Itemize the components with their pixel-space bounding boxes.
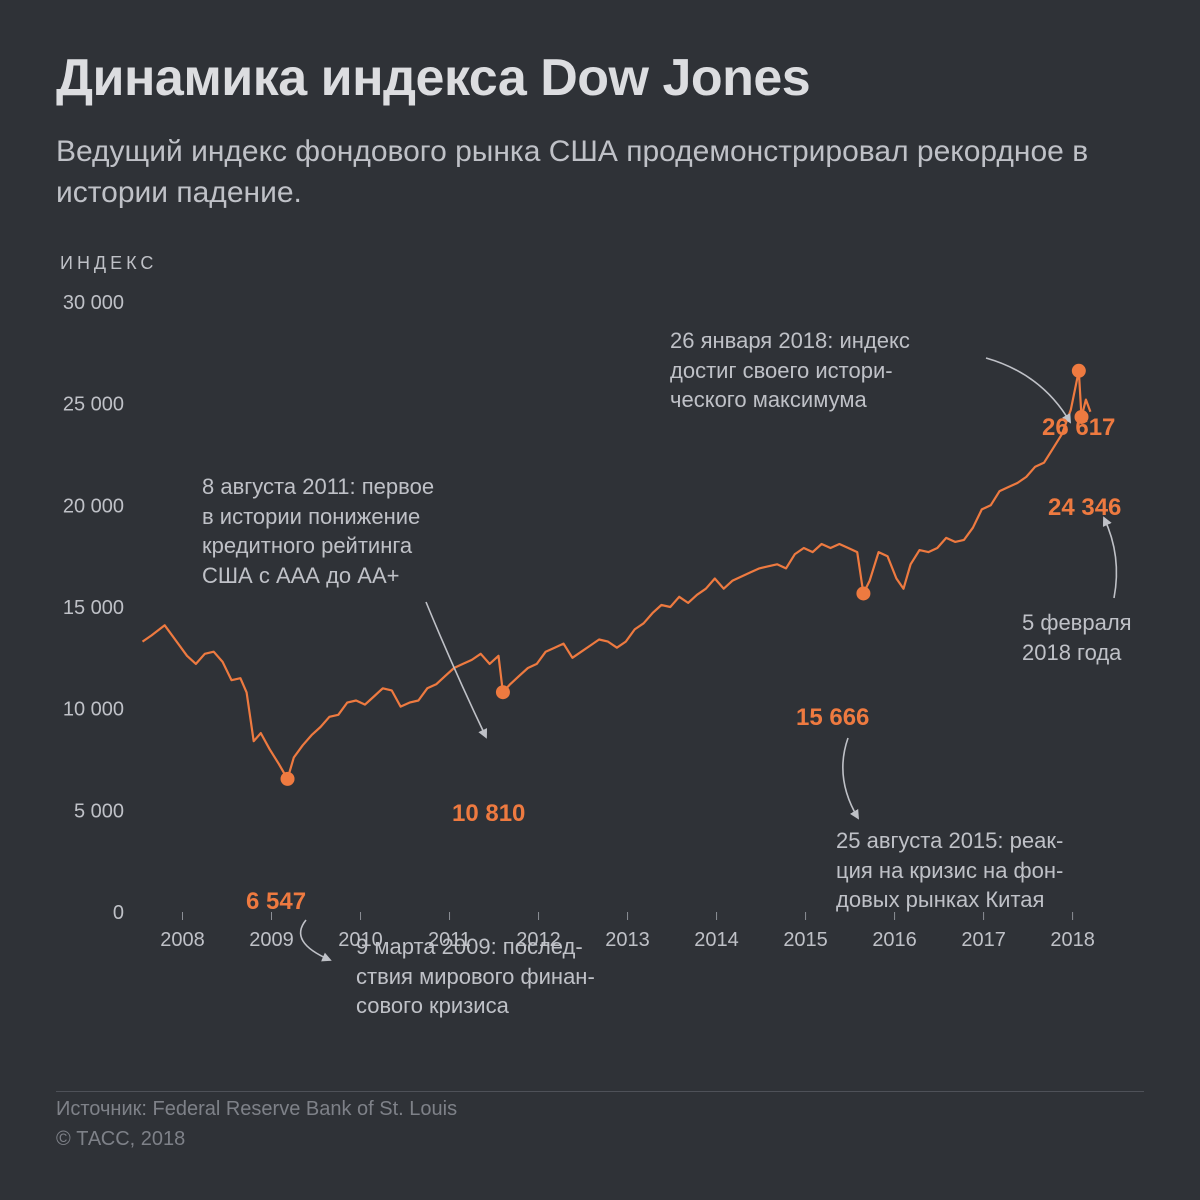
x-tick-label: 2009 xyxy=(249,929,294,951)
x-tick-label: 2016 xyxy=(872,929,917,951)
footer-divider xyxy=(56,1091,1144,1092)
annotation-text: 26 января 2018: индексдостиг своего исто… xyxy=(670,326,1000,415)
annotation-dot xyxy=(281,772,295,786)
chart-area: 0 5 000 10 000 15 000 20 000 25 000 30 000 2008… xyxy=(56,292,1144,1052)
page-title: Динамика индекса Dow Jones xyxy=(56,48,1144,108)
footer-copyright: © ТАСС, 2018 xyxy=(56,1124,457,1154)
annotation-text: 8 августа 2011: первоев истории понижени… xyxy=(202,472,532,591)
annotation-value: 26 617 xyxy=(1042,412,1115,444)
y-tick-label: 30 000 xyxy=(63,292,124,314)
annotation-arrow xyxy=(301,920,330,960)
annotation-text: 5 февраля2018 года xyxy=(1022,608,1182,667)
annotation-arrow xyxy=(843,738,858,818)
annotation-text: 9 марта 2009: послед-ствия мирового фина… xyxy=(356,932,666,1021)
annotation-arrow xyxy=(1104,518,1116,598)
x-tick-label: 2015 xyxy=(783,929,828,951)
y-tick-label: 15 000 xyxy=(63,597,124,619)
y-axis-title: ИНДЕКС xyxy=(60,253,1144,274)
y-tick-label: 10 000 xyxy=(63,699,124,721)
x-tick-label: 2017 xyxy=(961,929,1006,951)
page-subtitle: Ведущий индекс фондового рынка США проде… xyxy=(56,132,1136,213)
annotation-arrow xyxy=(426,602,486,737)
annotation-value: 10 810 xyxy=(452,798,525,830)
x-tick-label: 2014 xyxy=(694,929,739,951)
x-tick-label: 2008 xyxy=(160,929,205,951)
y-tick-label: 25 000 xyxy=(63,394,124,416)
x-tick-label: 2018 xyxy=(1050,929,1095,951)
annotation-text: 25 августа 2015: реак-ция на кризис на ф… xyxy=(836,826,1146,915)
y-tick-label: 5 000 xyxy=(74,800,124,822)
y-tick-label: 0 xyxy=(113,902,124,924)
annotation-dot xyxy=(1072,364,1086,378)
y-tick-label: 20 000 xyxy=(63,495,124,517)
annotation-value: 24 346 xyxy=(1048,492,1121,524)
annotation-dot xyxy=(856,586,870,600)
annotation-value: 15 666 xyxy=(796,702,869,734)
footer-source: Источник: Federal Reserve Bank of St. Lo… xyxy=(56,1094,457,1124)
annotation-value: 6 547 xyxy=(246,886,306,918)
annotation-dot xyxy=(496,685,510,699)
footer-credits: Источник: Federal Reserve Bank of St. Lo… xyxy=(56,1094,457,1154)
